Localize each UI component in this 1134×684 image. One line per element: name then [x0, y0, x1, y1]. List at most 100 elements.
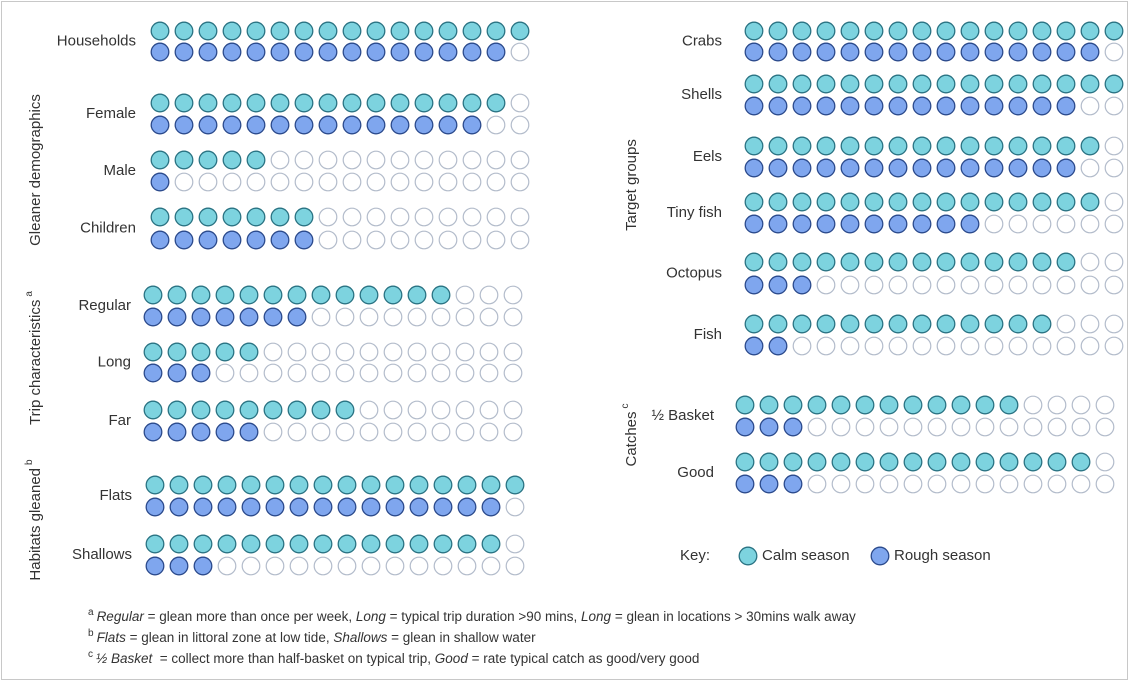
empty-dot	[217, 556, 237, 576]
filled-dot	[246, 42, 266, 62]
empty-dot	[1023, 395, 1043, 415]
filled-dot	[744, 214, 764, 234]
empty-dot	[1008, 214, 1028, 234]
filled-dot	[1032, 136, 1052, 156]
empty-dot	[359, 307, 379, 327]
filled-dot	[744, 336, 764, 356]
group-label: Habitats gleaned b	[24, 459, 44, 581]
empty-dot	[318, 207, 338, 227]
filled-dot	[414, 115, 434, 135]
filled-dot	[335, 285, 355, 305]
empty-dot	[462, 207, 482, 227]
filled-dot	[270, 42, 290, 62]
filled-dot	[505, 475, 525, 495]
filled-dot	[318, 93, 338, 113]
empty-dot	[912, 336, 932, 356]
footnote-text: Long	[581, 609, 612, 624]
filled-dot	[342, 42, 362, 62]
legend-label: Rough season	[894, 547, 991, 564]
empty-dot	[1095, 395, 1115, 415]
filled-dot	[744, 96, 764, 116]
filled-dot	[816, 42, 836, 62]
filled-dot	[1008, 74, 1028, 94]
filled-dot	[265, 497, 285, 517]
filled-dot	[270, 207, 290, 227]
filled-dot	[191, 285, 211, 305]
filled-dot	[1008, 21, 1028, 41]
filled-dot	[169, 556, 189, 576]
empty-dot	[289, 556, 309, 576]
footnote-text: Shallows	[333, 630, 387, 645]
filled-dot	[239, 307, 259, 327]
row-label: Flats	[99, 487, 132, 504]
filled-dot	[150, 207, 170, 227]
filled-dot	[265, 475, 285, 495]
filled-dot	[936, 74, 956, 94]
filled-dot	[960, 252, 980, 272]
filled-dot	[864, 21, 884, 41]
filled-dot	[855, 452, 875, 472]
filled-dot	[807, 452, 827, 472]
filled-dot	[816, 21, 836, 41]
filled-dot	[903, 452, 923, 472]
filled-dot	[744, 136, 764, 156]
empty-dot	[984, 214, 1004, 234]
filled-dot	[1047, 452, 1067, 472]
row-label: Regular	[78, 297, 131, 314]
filled-dot	[193, 475, 213, 495]
empty-dot	[455, 422, 475, 442]
empty-dot	[438, 230, 458, 250]
filled-dot	[888, 21, 908, 41]
empty-dot	[1104, 158, 1124, 178]
filled-dot	[984, 136, 1004, 156]
empty-dot	[1080, 252, 1100, 272]
empty-dot	[239, 363, 259, 383]
filled-dot	[217, 475, 237, 495]
filled-dot	[409, 497, 429, 517]
filled-dot	[150, 21, 170, 41]
filled-dot	[337, 475, 357, 495]
filled-dot	[912, 158, 932, 178]
empty-dot	[1071, 417, 1091, 437]
empty-dot	[455, 285, 475, 305]
empty-dot	[390, 207, 410, 227]
filled-dot	[385, 534, 405, 554]
filled-dot	[239, 285, 259, 305]
filled-dot	[840, 314, 860, 334]
filled-dot	[888, 74, 908, 94]
filled-dot	[912, 42, 932, 62]
filled-dot	[246, 150, 266, 170]
empty-dot	[241, 556, 261, 576]
filled-dot	[744, 42, 764, 62]
filled-dot	[222, 150, 242, 170]
filled-dot	[150, 230, 170, 250]
filled-dot	[912, 96, 932, 116]
filled-dot	[744, 252, 764, 272]
filled-dot	[409, 475, 429, 495]
empty-dot	[390, 230, 410, 250]
empty-dot	[366, 207, 386, 227]
filled-dot	[481, 475, 501, 495]
filled-dot	[768, 252, 788, 272]
filled-dot	[174, 230, 194, 250]
filled-dot	[270, 93, 290, 113]
filled-dot	[294, 230, 314, 250]
filled-dot	[1071, 452, 1091, 472]
row-label: Children	[80, 219, 136, 236]
empty-dot	[287, 342, 307, 362]
empty-dot	[457, 556, 477, 576]
filled-dot	[984, 314, 1004, 334]
filled-dot	[335, 400, 355, 420]
empty-dot	[342, 207, 362, 227]
filled-dot	[960, 158, 980, 178]
filled-dot	[198, 93, 218, 113]
filled-dot	[337, 534, 357, 554]
filled-dot	[768, 158, 788, 178]
filled-dot	[289, 475, 309, 495]
filled-dot	[167, 400, 187, 420]
empty-dot	[479, 422, 499, 442]
legend-swatch	[738, 546, 758, 566]
empty-dot	[414, 207, 434, 227]
filled-dot	[263, 400, 283, 420]
filled-dot	[167, 342, 187, 362]
